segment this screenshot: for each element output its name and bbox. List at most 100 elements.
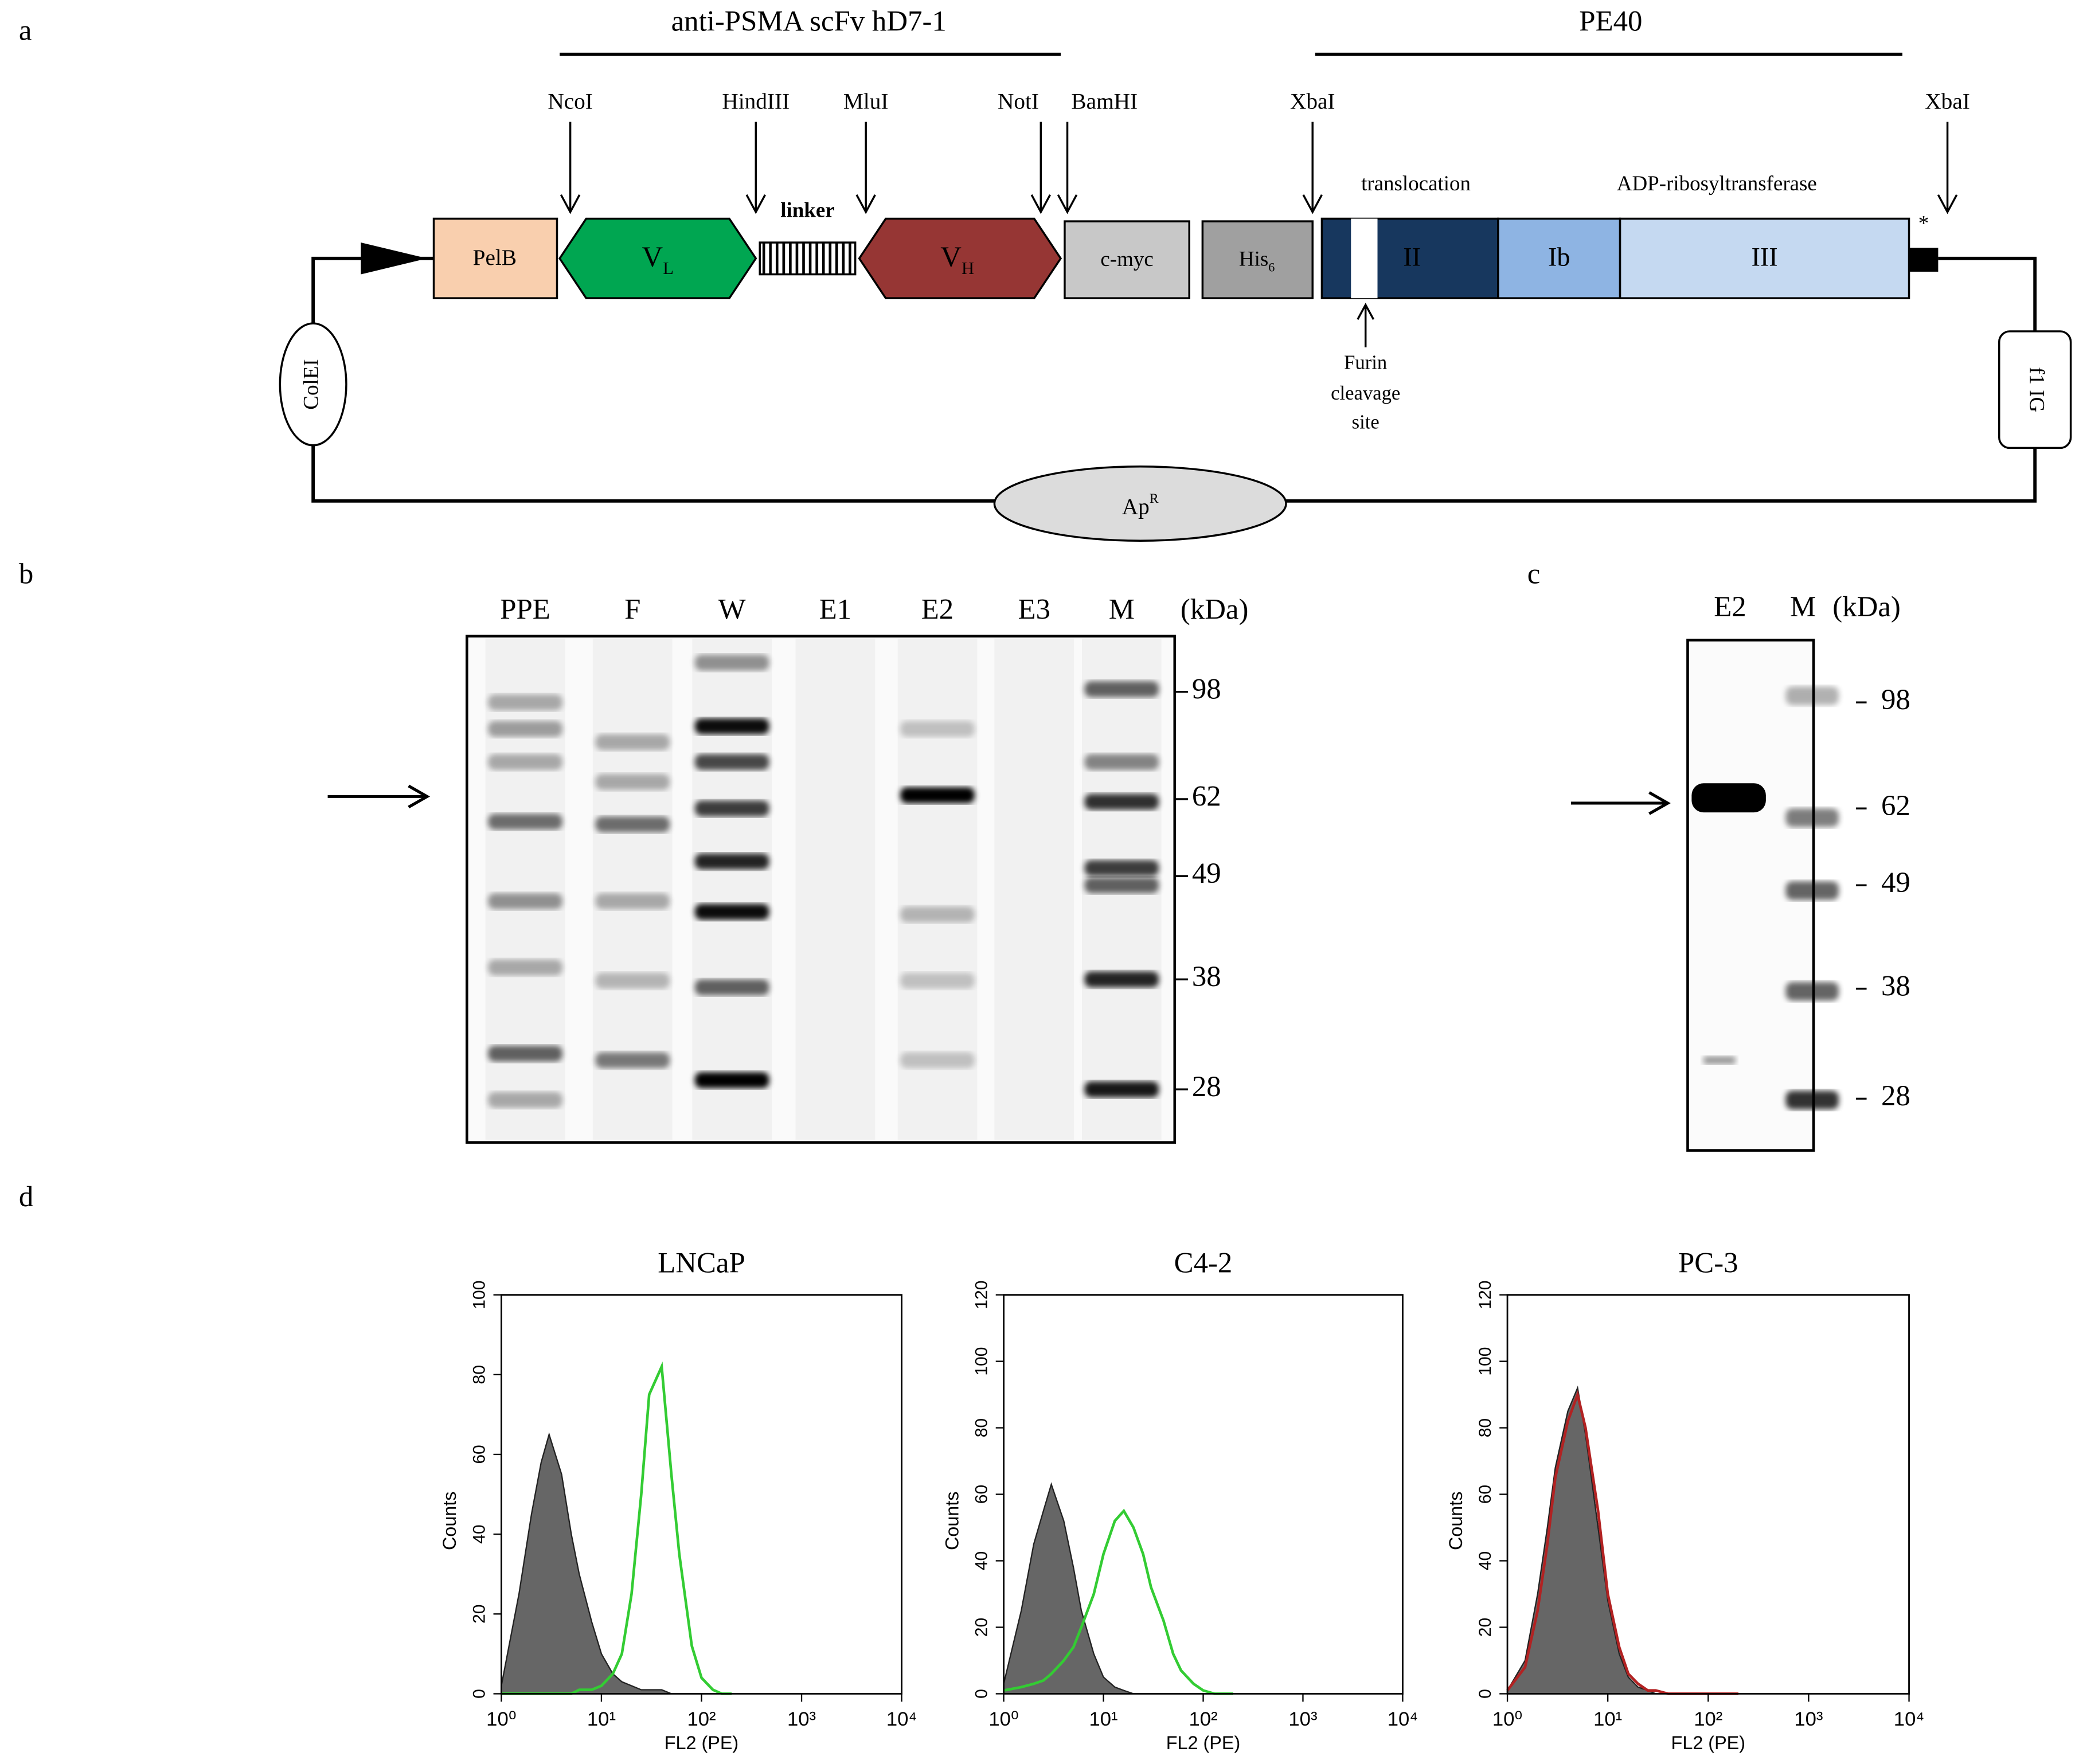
- chart-title: C4-2: [1174, 1246, 1233, 1278]
- marker-label: 98: [1192, 672, 1221, 705]
- his-box: [1201, 220, 1314, 299]
- y-tick-label: 120: [972, 1281, 991, 1309]
- gel-band: [488, 721, 562, 737]
- gel-band: [694, 979, 769, 996]
- furin-label: site: [1352, 412, 1380, 433]
- y-axis-label: Counts: [1445, 1492, 1466, 1551]
- stop-box: [1909, 248, 1939, 272]
- gel-lane: [692, 639, 772, 1140]
- marker-label: 62: [1192, 780, 1221, 812]
- y-axis-label: Counts: [439, 1492, 460, 1551]
- x-axis-label: FL2 (PE): [1166, 1732, 1240, 1753]
- his-label-sub: 6: [1268, 260, 1275, 274]
- translocation-label: translocation: [1361, 171, 1471, 195]
- y-axis-label: Counts: [941, 1492, 962, 1551]
- gel-lane: [795, 639, 876, 1140]
- gel-band: [900, 1052, 975, 1069]
- lane-label: W: [718, 593, 746, 625]
- construct-title: anti-PSMA scFv hD7-1: [671, 5, 947, 37]
- his-label-main: His: [1239, 247, 1268, 271]
- furin-site: [1351, 218, 1378, 299]
- x-tick-label: 10³: [787, 1708, 816, 1730]
- panel-label: d: [19, 1180, 33, 1212]
- restriction-site: HindIII: [722, 88, 790, 114]
- construct-title: PE40: [1579, 5, 1642, 37]
- linker-box: [759, 241, 857, 276]
- restriction-site: MluI: [843, 88, 889, 114]
- x-axis-label: FL2 (PE): [1671, 1732, 1745, 1753]
- x-tick-label: 10³: [1288, 1708, 1317, 1730]
- marker-label: 49: [1192, 857, 1221, 889]
- lane-label: E2: [1714, 590, 1746, 623]
- arrow-head: [1057, 194, 1078, 214]
- unit-label: (kDa): [1181, 593, 1249, 625]
- y-tick-label: 20: [1476, 1618, 1495, 1637]
- x-tick-label: 10⁰: [988, 1708, 1018, 1730]
- vl-label-main: V: [642, 241, 663, 273]
- f1ig-label: f1 IG: [2026, 367, 2049, 412]
- arrow-head: [745, 194, 766, 214]
- gel-band: [595, 893, 670, 909]
- cmyc-box: [1064, 220, 1190, 299]
- adp-label: ADP-ribosyltransferase: [1617, 171, 1817, 195]
- y-tick-label: 80: [1476, 1418, 1495, 1437]
- blot-band: [1703, 1056, 1736, 1065]
- x-tick-label: 10⁴: [886, 1708, 917, 1730]
- unit-label: (kDa): [1832, 590, 1901, 623]
- gel-lane: [994, 639, 1074, 1140]
- marker-label: 28: [1881, 1079, 1910, 1112]
- arrow-head: [560, 194, 581, 214]
- y-tick-label: 100: [470, 1281, 489, 1309]
- lane-label: E1: [819, 593, 851, 625]
- gel-band: [1084, 1081, 1159, 1098]
- y-tick-label: 60: [1476, 1485, 1495, 1504]
- gel-band: [1084, 860, 1159, 877]
- x-tick-label: 10²: [1189, 1708, 1217, 1730]
- gel-lane: [485, 639, 565, 1140]
- vh-label-sub: H: [962, 259, 974, 278]
- arrow-head: [1302, 194, 1323, 214]
- y-tick-label: 60: [972, 1485, 991, 1504]
- y-tick-label: 0: [972, 1689, 991, 1699]
- x-tick-label: 10¹: [1593, 1708, 1622, 1730]
- panel-label: b: [19, 557, 33, 589]
- lane-label: F: [624, 593, 640, 625]
- arrow-head: [1648, 791, 1671, 815]
- gel-band: [595, 774, 670, 790]
- vl-box: [558, 217, 757, 299]
- linker-label: linker: [780, 198, 834, 221]
- gel-band: [488, 959, 562, 976]
- marker-label: 38: [1192, 960, 1221, 992]
- histogram-line: [1003, 1508, 1233, 1695]
- gel-band: [1084, 971, 1159, 988]
- gel-band: [595, 1052, 670, 1069]
- y-tick-label: 40: [470, 1524, 489, 1543]
- vh-label: VH: [940, 241, 974, 278]
- colei-element: [279, 322, 347, 447]
- gel-band: [1084, 754, 1159, 770]
- x-tick-label: 10⁰: [486, 1708, 516, 1730]
- x-tick-label: 10¹: [587, 1708, 616, 1730]
- x-axis-label: FL2 (PE): [665, 1732, 738, 1753]
- arrow-head: [1030, 194, 1052, 214]
- x-tick-label: 10²: [687, 1708, 716, 1730]
- histogram-area: [1506, 1385, 1739, 1695]
- chart-title: LNCaP: [658, 1246, 745, 1278]
- x-tick-label: 10¹: [1089, 1708, 1117, 1730]
- marker-label: 98: [1881, 683, 1910, 715]
- panel-label: a: [19, 14, 32, 46]
- gel-band: [488, 1092, 562, 1108]
- gel-band: [694, 903, 769, 920]
- gel-band: [900, 906, 975, 923]
- lane-label: E2: [921, 593, 953, 625]
- x-tick-label: 10²: [1694, 1708, 1722, 1730]
- y-tick-label: 100: [972, 1347, 991, 1376]
- domain-label: Ib: [1548, 242, 1570, 272]
- restriction-site: NcoI: [548, 88, 593, 114]
- restriction-site: XbaI: [1290, 88, 1335, 114]
- gel-band: [694, 754, 769, 770]
- colei-label: ColEI: [299, 359, 323, 409]
- vl-label: VL: [642, 241, 674, 278]
